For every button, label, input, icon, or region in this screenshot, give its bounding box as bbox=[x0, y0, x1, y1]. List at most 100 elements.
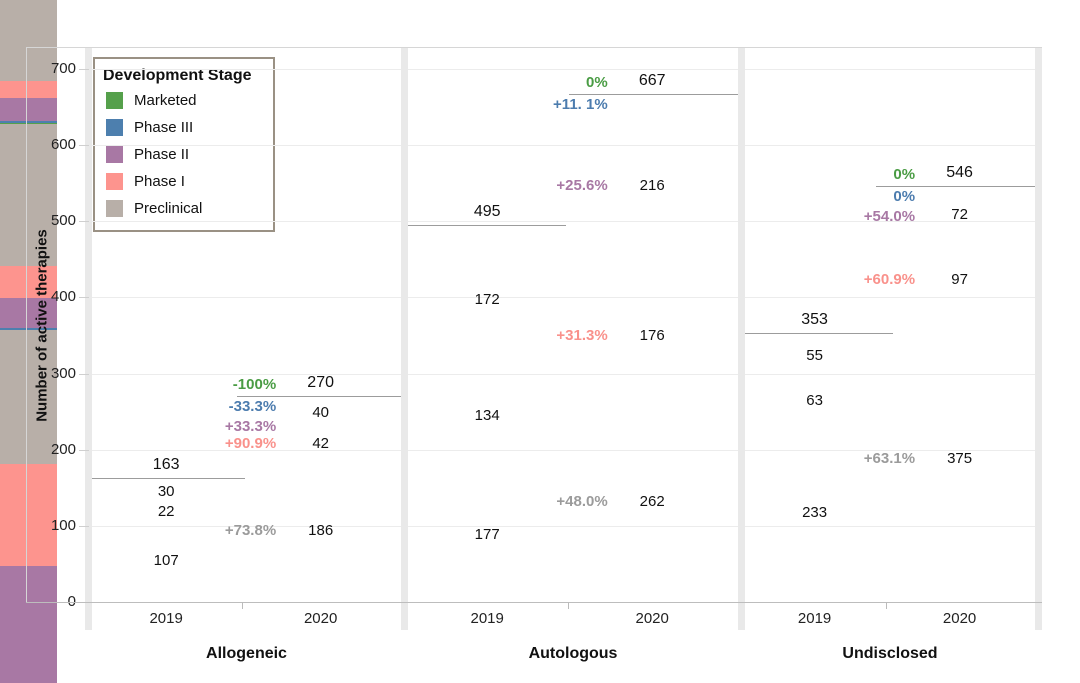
bar-segment-phase-ii bbox=[0, 566, 57, 683]
pct-change-label-phase-ii: +54.0% bbox=[863, 208, 916, 226]
segment-value-label: 97 bbox=[951, 270, 968, 288]
pct-change-label-marketed: -100% bbox=[232, 376, 277, 394]
bar-total-label: 667 bbox=[638, 72, 666, 90]
legend-swatch-icon bbox=[106, 119, 123, 136]
legend-swatch-icon bbox=[106, 200, 123, 217]
gridline-500 bbox=[745, 221, 1035, 223]
y-tick-label: 500 bbox=[50, 212, 76, 230]
legend-item-label: Phase I bbox=[134, 173, 185, 190]
gridline-200 bbox=[92, 449, 401, 451]
legend-item-label: Phase III bbox=[134, 119, 194, 136]
y-axis-tick bbox=[79, 69, 89, 71]
legend-item-label: Marketed bbox=[134, 92, 197, 109]
legend-swatch-icon bbox=[106, 92, 123, 109]
x-axis-minor-tick bbox=[885, 602, 887, 609]
segment-value-label: 233 bbox=[802, 504, 828, 522]
segment-value-label: 40 bbox=[312, 404, 329, 422]
panel-border-band bbox=[401, 47, 408, 630]
y-tick-label: 700 bbox=[50, 60, 76, 78]
y-axis-tick bbox=[79, 221, 89, 223]
segment-value-label: 176 bbox=[639, 326, 665, 344]
reference-line-2020 bbox=[237, 396, 401, 398]
gridline-300 bbox=[92, 373, 401, 375]
bar-segment-phase-iii bbox=[0, 121, 57, 124]
legend: Development Stage Marketed Phase III Phase… bbox=[93, 57, 275, 232]
reference-line-2020 bbox=[876, 186, 1035, 188]
bar-total-label: 270 bbox=[307, 374, 334, 392]
y-axis-tick bbox=[79, 525, 89, 527]
y-tick-label: 400 bbox=[50, 288, 76, 306]
gridline-100 bbox=[92, 525, 401, 527]
bar-segment-phase-iii bbox=[0, 328, 57, 330]
bar-segment-phase-i bbox=[0, 464, 57, 567]
pct-change-label-marketed: 0% bbox=[893, 166, 916, 184]
frame-top-line bbox=[26, 47, 1042, 48]
gridline-200 bbox=[408, 449, 738, 451]
panel-title: Undisclosed bbox=[842, 645, 938, 662]
gridline-400 bbox=[408, 297, 738, 299]
bar-segment-phase-ii bbox=[0, 297, 57, 329]
x-axis-minor-tick bbox=[241, 602, 243, 609]
legend-title: Development Stage bbox=[103, 67, 252, 84]
segment-value-label: 55 bbox=[806, 346, 823, 364]
legend-item: Phase III bbox=[103, 114, 263, 141]
x-tick-label: 2020 bbox=[635, 610, 669, 627]
bar-segment-phase-i bbox=[0, 265, 57, 298]
legend-items: Marketed Phase III Phase II Phase I Preclini… bbox=[103, 87, 263, 222]
panel-border-band bbox=[85, 47, 92, 630]
bar-total-label: 546 bbox=[946, 164, 973, 182]
pct-change-label-phase-i: +90.9% bbox=[224, 435, 277, 453]
y-tick-label: 200 bbox=[50, 440, 76, 458]
bar-segment-phase-ii bbox=[0, 98, 57, 122]
legend-item: Phase II bbox=[103, 141, 263, 168]
bar-segment-preclinical bbox=[0, 0, 57, 82]
pct-change-label-preclinical: +48.0% bbox=[556, 493, 608, 511]
segment-value-label: 63 bbox=[806, 391, 823, 409]
x-tick-label: 2019 bbox=[149, 610, 183, 627]
gridline-700 bbox=[92, 69, 401, 71]
gridline-300 bbox=[745, 373, 1035, 375]
y-axis-tick bbox=[79, 449, 89, 451]
reference-line-2019 bbox=[745, 333, 894, 335]
x-tick-label: 2020 bbox=[942, 610, 977, 627]
pct-change-label-phase-i: +31.3% bbox=[556, 326, 608, 344]
y-tick-label: 300 bbox=[50, 364, 76, 382]
gridline-300 bbox=[408, 373, 738, 375]
panel-border-band bbox=[1035, 47, 1042, 630]
legend-item: Phase I bbox=[103, 168, 263, 195]
panel-title: Allogeneic bbox=[206, 645, 287, 662]
bar-segment-preclinical bbox=[0, 329, 57, 465]
x-tick-label: 2019 bbox=[797, 610, 832, 627]
bar-segment-preclinical bbox=[0, 124, 57, 266]
gridline-600 bbox=[745, 145, 1035, 147]
legend-swatch-icon bbox=[106, 146, 123, 163]
y-axis-tick bbox=[79, 145, 89, 147]
frame-left-line bbox=[26, 47, 27, 602]
legend-item-label: Preclinical bbox=[134, 200, 203, 217]
pct-change-label-preclinical: +73.8% bbox=[224, 522, 277, 540]
gridline-100 bbox=[745, 525, 1035, 527]
gridline-700 bbox=[408, 69, 738, 71]
segment-value-label: 72 bbox=[951, 206, 968, 224]
x-axis-minor-tick bbox=[568, 602, 570, 609]
segment-value-label: 134 bbox=[474, 407, 500, 425]
segment-value-label: 262 bbox=[639, 493, 665, 511]
pct-change-label-phase-iii: 0% bbox=[893, 188, 916, 206]
gridline-400 bbox=[745, 297, 1035, 299]
x-tick-label: 2019 bbox=[470, 610, 504, 627]
y-tick-label: 100 bbox=[50, 516, 76, 534]
panel-border-band bbox=[738, 47, 745, 630]
y-tick-label: 600 bbox=[50, 136, 76, 154]
segment-value-label: 177 bbox=[474, 525, 500, 543]
bar-total-label: 163 bbox=[152, 455, 180, 473]
segment-value-label: 42 bbox=[312, 435, 329, 453]
segment-value-label: 172 bbox=[474, 290, 500, 308]
y-axis-title: Number of active therapies bbox=[33, 229, 51, 422]
segment-value-label: 22 bbox=[157, 503, 175, 521]
bar-total-label: 353 bbox=[801, 311, 828, 329]
reference-line-2019 bbox=[92, 477, 245, 479]
pct-change-label-phase-ii: +25.6% bbox=[556, 177, 608, 195]
pct-change-label-preclinical: +63.1% bbox=[863, 450, 916, 468]
gridline-600 bbox=[408, 145, 738, 147]
